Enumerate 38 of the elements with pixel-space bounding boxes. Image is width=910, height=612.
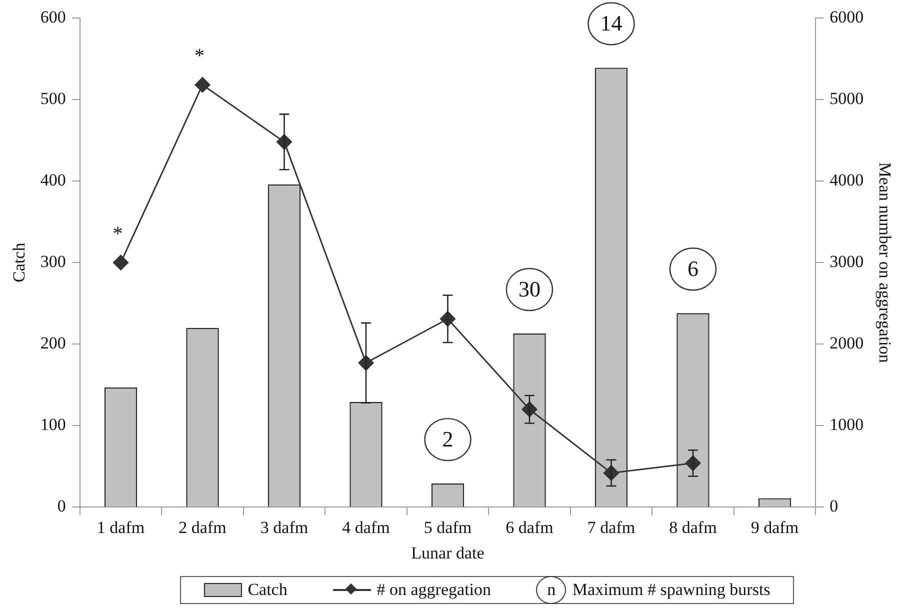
x-tick-label: 9 dafm	[750, 518, 799, 537]
x-tick-label: 7 dafm	[587, 518, 636, 537]
y2-tick-label: 3000	[830, 252, 864, 272]
annotation: 2	[442, 426, 454, 452]
point	[194, 77, 210, 93]
y2-tick-label: 0	[830, 496, 838, 516]
y2-tick-label: 2000	[830, 334, 864, 353]
annotation: *	[194, 45, 205, 68]
y-tick-label: 300	[40, 252, 66, 272]
y-tick-label: 500	[40, 89, 66, 108]
y2-tick-label: 5000	[830, 89, 864, 108]
text: n	[536, 576, 566, 604]
annotation: 14	[600, 10, 622, 36]
y2-tick-label: 4000	[830, 170, 864, 190]
y-tick-label: 600	[40, 7, 66, 26]
legend-label: # on aggregation	[376, 580, 492, 600]
legend-label: Catch	[248, 580, 288, 600]
annotation: *	[112, 222, 123, 245]
y2-axis-title: Mean number on aggregation	[875, 162, 894, 364]
y-tick-label: 100	[40, 415, 66, 434]
y-axis-title: Catch	[10, 242, 29, 282]
x-tick-label: 5 dafm	[424, 518, 472, 537]
y2-tick-label: 6000	[830, 7, 864, 26]
x-tick-label: 4 dafm	[342, 518, 390, 537]
x-tick-label: 2 dafm	[178, 518, 226, 537]
x-tick-label: 3 dafm	[260, 518, 308, 537]
y2-tick-label: 1000	[830, 415, 864, 434]
x-tick-label: 6 dafm	[506, 518, 554, 537]
y-tick-label: 200	[40, 334, 66, 353]
y-tick-label: 400	[40, 170, 66, 190]
annotation: 6	[687, 256, 698, 281]
x-tick-label: 1 dafm	[96, 518, 145, 537]
y-tick-label: 0	[57, 496, 66, 516]
x-tick-label: 8 dafm	[669, 518, 717, 537]
x-axis-title: Lunar date	[411, 543, 484, 562]
text: Maximum # spawning bursts	[572, 580, 770, 600]
point	[113, 254, 129, 270]
annotation: 30	[518, 276, 540, 302]
